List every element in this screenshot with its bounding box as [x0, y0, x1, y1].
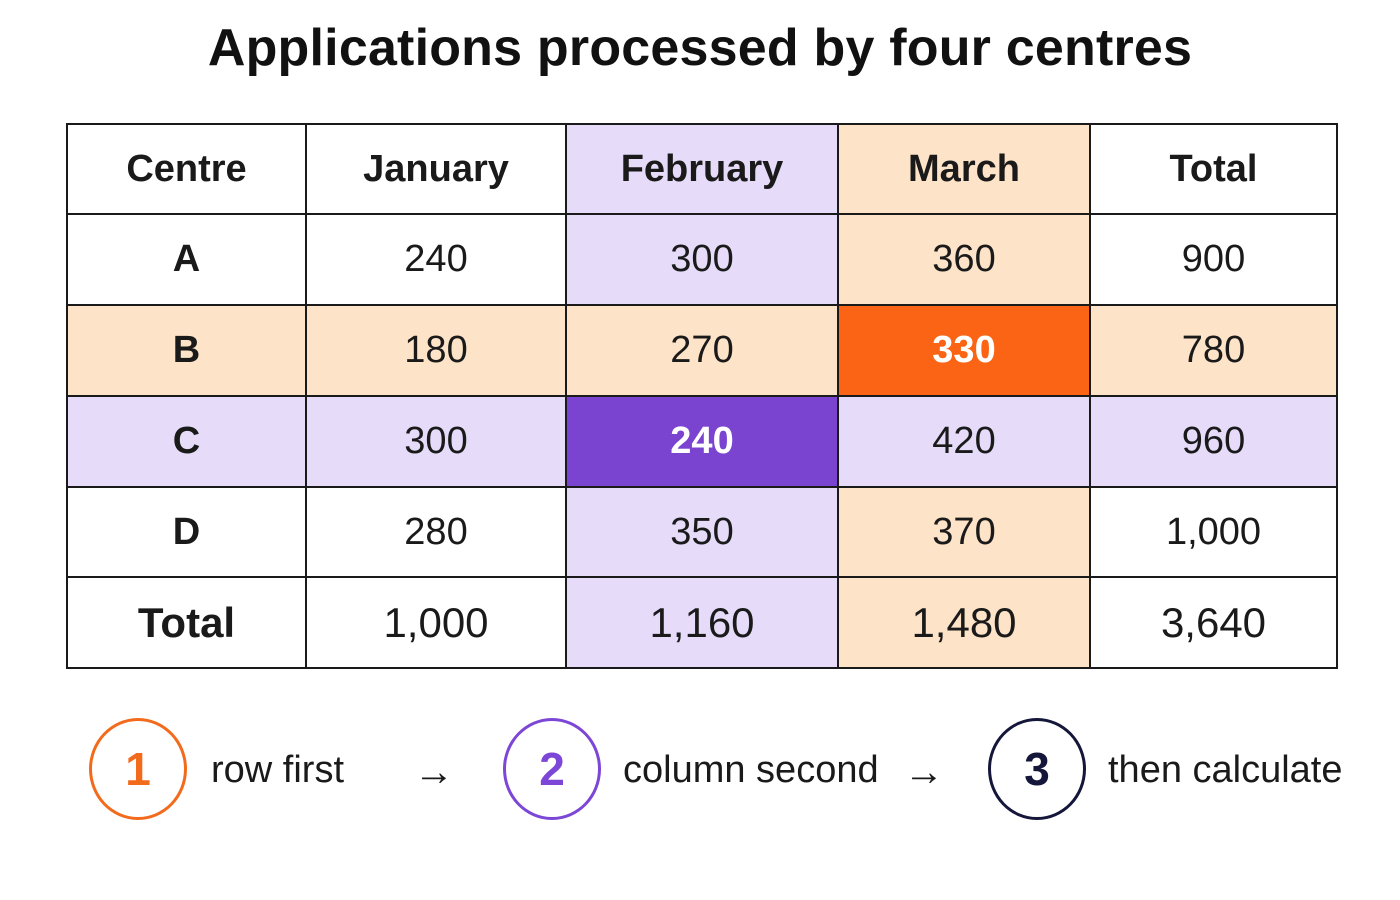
highlighted-cell: 240: [565, 395, 839, 488]
table-row: C 300 240 420 960: [66, 395, 1338, 488]
row-label: D: [66, 486, 307, 578]
total-row: Total 1,000 1,160 1,480 3,640: [66, 576, 1338, 669]
table-cell: 1,000: [1089, 486, 1338, 578]
arrow-right-icon: →: [904, 750, 944, 794]
table-cell: 360: [837, 213, 1091, 306]
table-cell: 780: [1089, 304, 1338, 397]
step-label: row first: [211, 749, 344, 791]
table-cell: 240: [305, 213, 567, 306]
table-cell: 960: [1089, 395, 1338, 488]
table-row: B 180 270 330 780: [66, 304, 1338, 397]
header-cell: March: [837, 123, 1091, 215]
header-cell: Total: [1089, 123, 1338, 215]
table-row: D 280 350 370 1,000: [66, 486, 1338, 578]
step-number-circle: 1: [89, 718, 187, 820]
total-cell: 1,480: [837, 576, 1091, 669]
table-cell: 300: [305, 395, 567, 488]
row-label: A: [66, 213, 307, 306]
header-cell: February: [565, 123, 839, 215]
step-label: then calculate: [1108, 749, 1343, 791]
row-label: C: [66, 395, 307, 488]
header-row: Centre January February March Total: [66, 123, 1338, 215]
row-label: Total: [66, 576, 307, 669]
table-cell: 370: [837, 486, 1091, 578]
table-cell: 900: [1089, 213, 1338, 306]
header-cell: January: [305, 123, 567, 215]
table-cell: 300: [565, 213, 839, 306]
data-table: Centre January February March Total A 24…: [66, 123, 1338, 669]
highlighted-cell: 330: [837, 304, 1091, 397]
total-cell: 3,640: [1089, 576, 1338, 669]
table-cell: 180: [305, 304, 567, 397]
table-cell: 280: [305, 486, 567, 578]
step-label: column second: [623, 749, 879, 791]
table-cell: 420: [837, 395, 1091, 488]
header-cell: Centre: [66, 123, 307, 215]
table-cell: 270: [565, 304, 839, 397]
row-label: B: [66, 304, 307, 397]
arrow-right-icon: →: [414, 750, 454, 794]
total-cell: 1,160: [565, 576, 839, 669]
total-cell: 1,000: [305, 576, 567, 669]
table-cell: 350: [565, 486, 839, 578]
step-number-circle: 3: [988, 718, 1086, 820]
table-row: A 240 300 360 900: [66, 213, 1338, 306]
step-number-circle: 2: [503, 718, 601, 820]
page-title: Applications processed by four centres: [207, 19, 1193, 77]
